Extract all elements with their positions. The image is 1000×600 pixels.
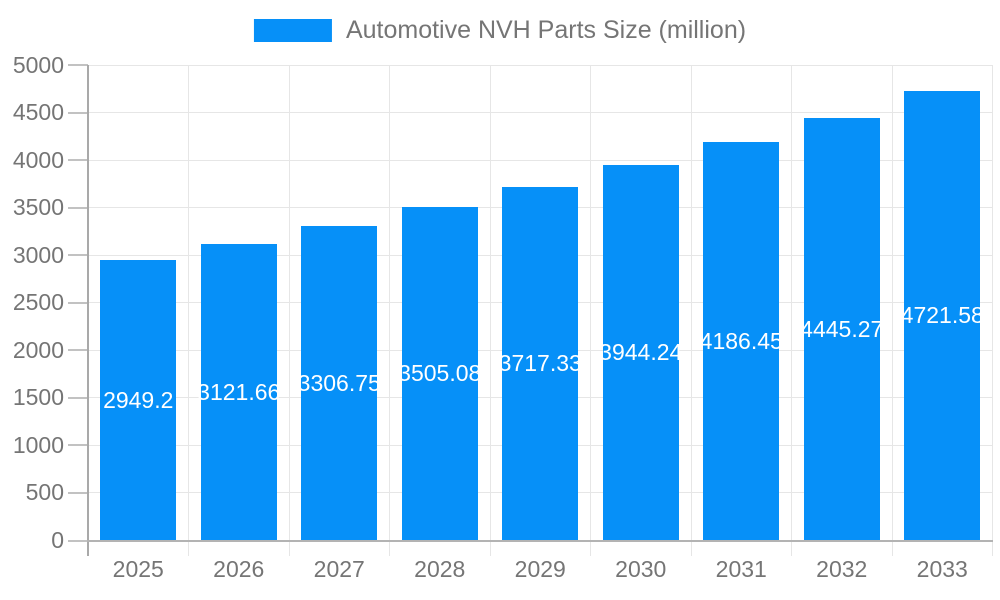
x-gridline (690, 65, 692, 556)
x-gridline (389, 65, 390, 556)
legend[interactable]: Automotive NVH Parts Size (million) (253, 16, 747, 44)
y-axis-tick (68, 301, 88, 304)
y-axis-label: 4500 (12, 99, 64, 126)
x-gridline (188, 65, 189, 556)
y-gridline (88, 64, 993, 66)
bar-2029[interactable] (502, 186, 579, 541)
y-axis-label: 3000 (12, 241, 64, 268)
x-gridline (791, 65, 792, 556)
x-axis-label: 2027 (313, 556, 365, 582)
bar-value-label: 3306.75 (297, 369, 381, 396)
bar-2025[interactable] (100, 260, 177, 541)
bar-2031[interactable] (703, 142, 780, 541)
x-gridline (891, 65, 893, 556)
y-gridline (88, 112, 993, 114)
x-gridline (992, 65, 993, 556)
x-axis-label: 2032 (816, 556, 868, 582)
bar-2033[interactable] (904, 91, 981, 541)
y-gridline (88, 159, 993, 161)
bar-value-label: 4186.45 (699, 327, 783, 354)
y-axis-tick (68, 159, 88, 162)
bar-value-label: 3717.33 (498, 350, 582, 377)
y-axis-label: 500 (25, 479, 64, 506)
legend-swatch (253, 19, 332, 42)
x-gridline (590, 65, 591, 556)
bar-2028[interactable] (401, 207, 478, 541)
x-gridline (489, 65, 491, 556)
y-axis-tick (68, 444, 88, 447)
x-axis-label: 2028 (414, 556, 466, 582)
y-axis-label: 2500 (12, 289, 64, 316)
y-axis-tick (68, 539, 88, 542)
bar-2032[interactable] (803, 117, 880, 541)
y-axis-line (87, 65, 89, 556)
x-axis-label: 2033 (916, 556, 968, 582)
x-axis-label: 2026 (213, 556, 265, 582)
y-axis-tick (68, 206, 88, 209)
bar-value-label: 4721.58 (900, 302, 984, 329)
bar-value-label: 2949.2 (103, 386, 174, 413)
y-axis-label: 3500 (12, 194, 64, 221)
bar-value-label: 4445.27 (800, 315, 884, 342)
y-axis-label: 4000 (12, 146, 64, 173)
y-axis-tick (68, 349, 88, 352)
x-axis-label: 2031 (715, 556, 767, 582)
y-axis-label: 2000 (12, 336, 64, 363)
y-axis-label: 1500 (12, 384, 64, 411)
y-axis-tick (68, 111, 88, 114)
bar-value-label: 3505.08 (398, 360, 482, 387)
y-axis-label: 0 (51, 527, 64, 553)
bar-value-label: 3944.24 (599, 339, 683, 366)
y-axis-tick (68, 396, 88, 399)
y-axis-label: 1000 (12, 431, 64, 458)
y-axis-tick (68, 491, 88, 494)
x-axis-label: 2029 (514, 556, 566, 582)
y-axis-tick (68, 254, 88, 257)
bar-2026[interactable] (200, 243, 277, 541)
bar-2027[interactable] (301, 226, 378, 541)
x-axis-label: 2030 (615, 556, 667, 582)
y-axis-label: 5000 (12, 51, 64, 78)
x-axis-label: 2025 (112, 556, 164, 582)
x-gridline (288, 65, 290, 556)
legend-label: Automotive NVH Parts Size (million) (345, 16, 747, 44)
y-axis-tick (68, 64, 88, 66)
bar-2030[interactable] (602, 165, 679, 541)
x-axis-line (87, 539, 993, 542)
bar-value-label: 3121.66 (197, 378, 281, 405)
